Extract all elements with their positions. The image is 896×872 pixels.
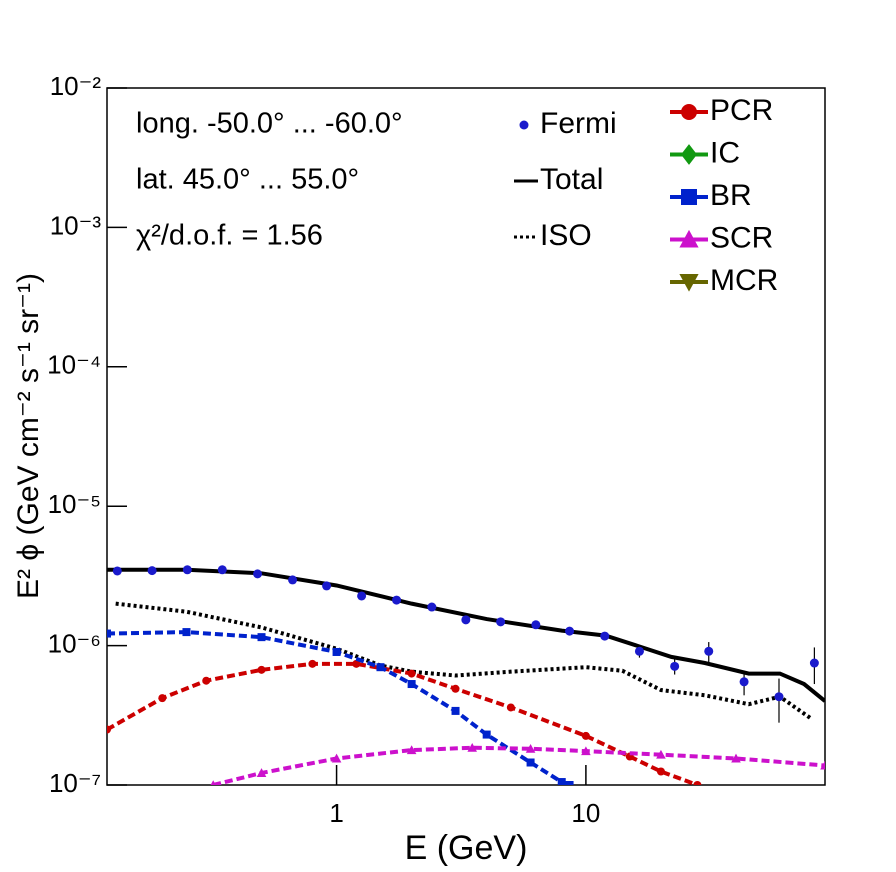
data-point [376,663,385,672]
data-point [704,646,714,656]
data-point [253,569,263,579]
data-point [257,633,266,642]
y-tick-label: 10⁻⁷ [49,768,101,798]
data-point [565,626,575,636]
legend-label: ISO [540,219,592,252]
legend-marker [681,104,697,120]
data-point [217,565,227,575]
data-point [526,758,535,767]
legend-label: Total [540,163,603,196]
legend-marker [681,189,697,205]
data-point [739,677,749,687]
data-point [809,658,819,668]
annotation: χ²/d.o.f. = 1.56 [136,220,323,252]
data-point [308,659,317,668]
data-point [112,566,122,576]
legend-label: SCR [710,221,773,254]
data-point [581,746,591,756]
data-point [581,731,590,740]
data-point [288,575,298,585]
data-point [656,767,665,776]
data-point [482,730,491,739]
data-point [557,778,566,785]
data-point [107,725,111,734]
x-tick-label: 10 [571,798,600,828]
y-tick-label: 10⁻⁴ [47,350,101,380]
series-line [107,567,825,703]
data-point [496,617,506,627]
data-point [331,753,342,763]
data-point [427,602,437,612]
data-point [182,565,192,575]
data-point [407,680,416,689]
data-point [506,703,515,712]
data-point [670,661,680,671]
data-point [352,659,361,668]
data-point [322,581,332,591]
y-axis-label: E² ϕ (GeV cm⁻² s⁻¹ sr⁻¹) [12,273,45,599]
legend-marker [679,229,699,248]
data-point [392,595,402,605]
data-point [461,615,471,625]
plot-area [107,565,825,785]
data-point [467,742,478,752]
legend-label: Fermi [540,107,617,140]
data-point [158,694,167,703]
plot-frame [106,87,826,786]
data-point [451,684,460,693]
data-point [407,669,416,678]
series-line [107,661,699,785]
data-point [256,768,267,777]
y-tick-label: 10⁻³ [50,210,102,240]
data-point [731,753,741,763]
data-point [147,566,157,576]
legend-label: MCR [710,264,778,297]
data-point [565,781,574,785]
data-point [107,629,111,638]
legend-label: BR [710,179,752,212]
data-point [820,760,825,770]
data-point [257,665,266,674]
legend-marker [679,274,699,292]
data-point [406,745,417,755]
y-tick-label: 10⁻² [50,71,102,101]
data-point [210,780,216,785]
data-point [774,692,784,702]
data-point [525,743,536,753]
legend-label: IC [710,136,740,169]
data-point [693,781,702,785]
y-tick-label: 10⁻⁶ [48,628,101,658]
data-point [357,591,367,601]
x-axis-label: E (GeV) [405,829,528,867]
data-point [332,647,341,656]
data-point [531,620,541,630]
legend-marker [681,144,697,165]
y-tick-label: 10⁻⁵ [48,489,101,519]
series-line [212,745,825,785]
legend-marker [519,120,529,130]
data-point [656,749,666,759]
data-point [182,628,191,637]
x-tick-label: 1 [329,798,343,828]
data-point [202,676,211,685]
data-point [600,631,610,641]
data-point [634,646,644,656]
annotation: long. -50.0° ... -60.0° [136,108,403,140]
series-line [115,601,813,721]
data-point [451,706,460,715]
legend-label: PCR [710,94,773,127]
annotation: lat. 45.0° ... 55.0° [136,164,359,196]
